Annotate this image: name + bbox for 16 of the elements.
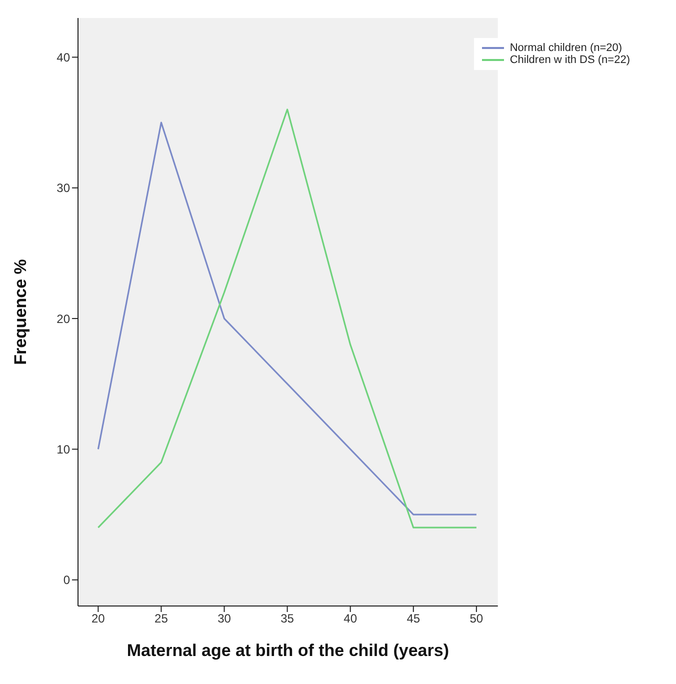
- y-tick-label: 10: [56, 442, 70, 456]
- y-axis-title: Frequence %: [11, 259, 30, 365]
- x-tick-label: 40: [344, 612, 358, 626]
- legend-label: Children w ith DS (n=22): [510, 54, 630, 66]
- x-tick-label: 20: [91, 612, 106, 626]
- x-tick-label: 45: [406, 612, 420, 626]
- y-tick-label: 0: [63, 573, 70, 588]
- x-tick-label: 35: [280, 612, 294, 626]
- y-tick-label: 40: [56, 50, 70, 64]
- legend-label: Normal children (n=20): [510, 42, 622, 54]
- y-tick-label: 30: [56, 181, 70, 196]
- x-tick-label: 25: [154, 612, 168, 626]
- x-axis-title: Maternal age at birth of the child (years): [126, 641, 449, 660]
- x-tick-label: 30: [218, 612, 232, 626]
- x-tick-label: 50: [470, 612, 484, 626]
- y-tick-label: 20: [56, 312, 70, 326]
